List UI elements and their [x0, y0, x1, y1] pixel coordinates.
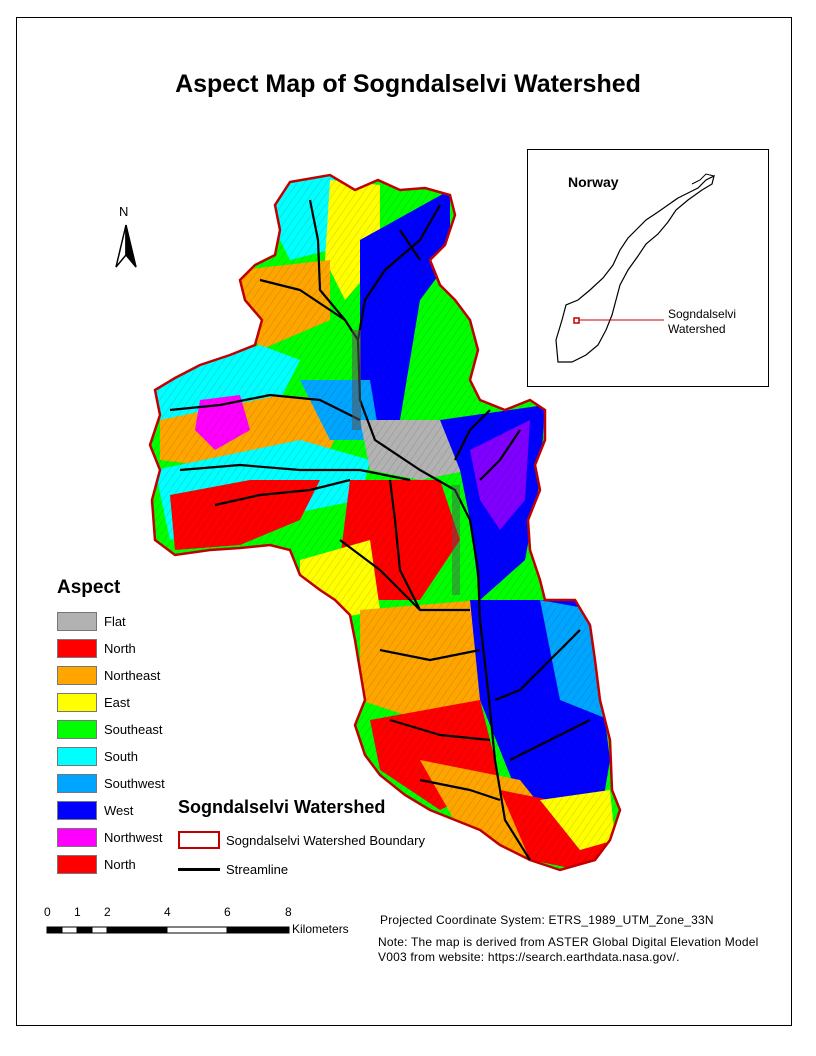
legend-label: Northwest: [104, 830, 163, 845]
inset-title: Norway: [568, 174, 619, 190]
legend-swatch: [57, 747, 97, 766]
watershed-legend-title: Sogndalselvi Watershed: [178, 797, 386, 817]
scale-tick: 4: [164, 905, 171, 919]
legend-label: North: [104, 641, 136, 656]
legend-swatch: [57, 855, 97, 874]
legend-swatch: [57, 774, 97, 793]
legend-label: East: [104, 695, 131, 710]
scale-unit: Kilometers: [292, 922, 349, 936]
inset-location-label: Sogndalselvi Watershed: [668, 307, 737, 336]
legend-title: Aspect: [57, 577, 121, 598]
legend-swatch: [57, 720, 97, 739]
legend-label: Southwest: [104, 776, 165, 791]
map-title: Aspect Map of Sogndalselvi Watershed: [175, 70, 641, 98]
legend-label: North: [104, 857, 136, 872]
legend-swatch: [57, 612, 97, 631]
source-note: Note: The map is derived from ASTER Glob…: [378, 935, 759, 964]
watershed-boundary: [148, 173, 622, 872]
map-frame: [16, 17, 792, 1026]
legend-label: Northeast: [104, 668, 161, 683]
legend-swatch: [57, 666, 97, 685]
legend-swatch: [57, 693, 97, 712]
legend-label: Southeast: [104, 722, 163, 737]
scale-tick: 1: [74, 905, 81, 919]
scale-bar: 0 1 2 4 6 8 Kilometers: [40, 905, 360, 945]
legend-label: West: [104, 803, 134, 818]
projection-text: Projected Coordinate System: ETRS_1989_U…: [380, 913, 714, 927]
legend-label: South: [104, 749, 138, 764]
legend-label: Flat: [104, 614, 126, 629]
streamlines: [169, 199, 591, 861]
north-arrow-icon: [115, 224, 137, 268]
inset-map: Norway Sogndalselvi Watershed: [527, 149, 769, 387]
boundary-label: Sogndalselvi Watershed Boundary: [226, 833, 425, 848]
scale-tick: 0: [44, 905, 51, 919]
streamline-label: Streamline: [226, 862, 289, 877]
legend-swatch: [57, 801, 97, 820]
legend-swatch: [57, 828, 97, 847]
scale-tick: 6: [224, 905, 231, 919]
scale-tick: 2: [104, 905, 111, 919]
legend-swatch: [57, 639, 97, 658]
norway-outline: [555, 173, 715, 363]
scale-tick: 8: [285, 905, 292, 919]
boundary-swatch: [178, 831, 220, 849]
north-arrow-label: N: [119, 204, 129, 219]
streamline-swatch: [178, 868, 220, 871]
